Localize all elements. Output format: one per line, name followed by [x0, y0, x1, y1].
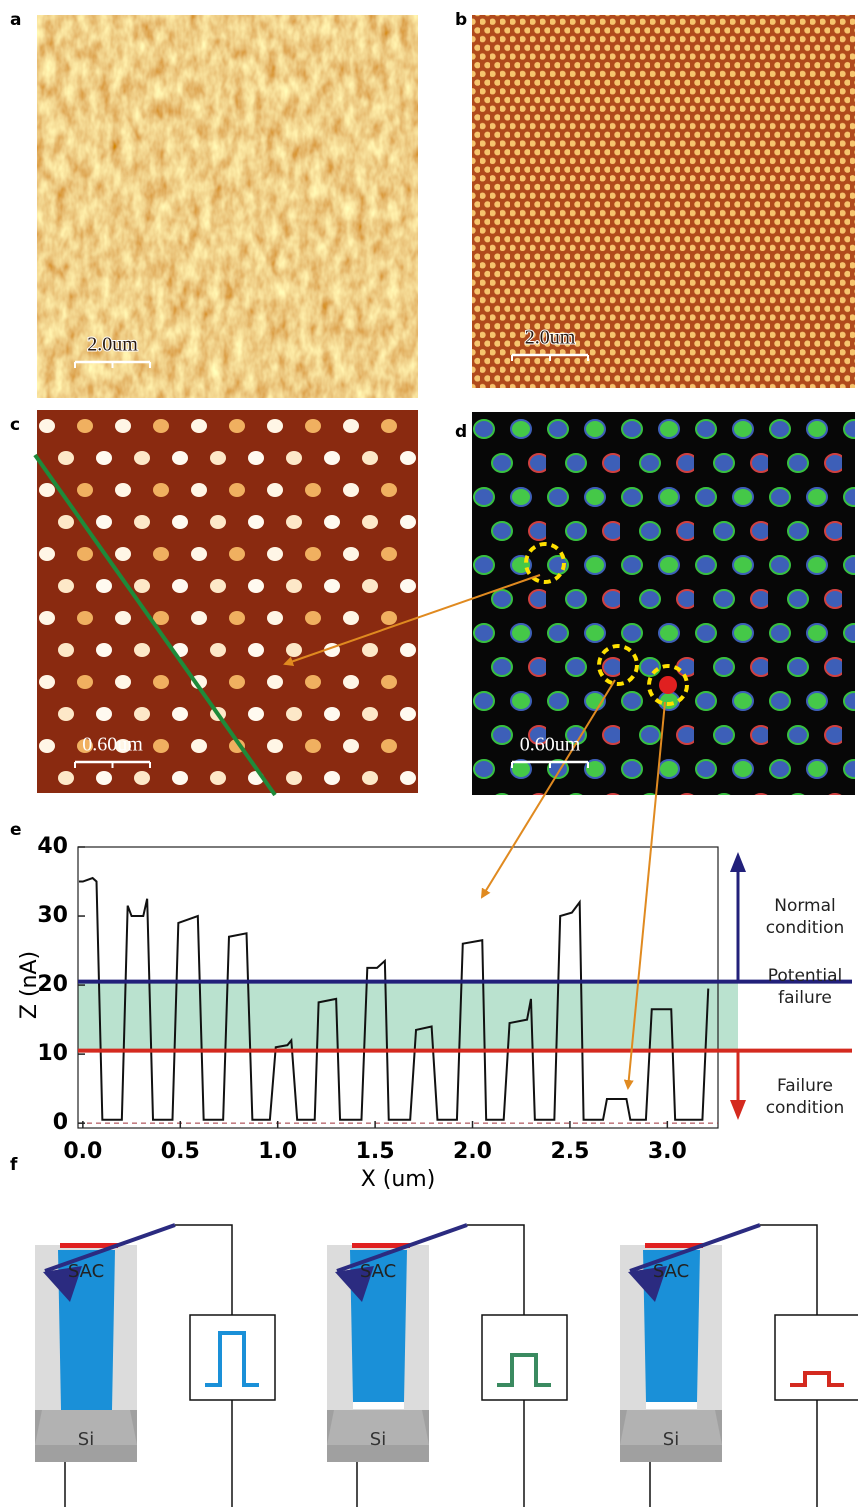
x-tick-label: 2.5 [550, 1139, 589, 1164]
x-tick-label: 0.0 [63, 1139, 102, 1164]
pulse-box [190, 1315, 275, 1400]
pulse-box [482, 1315, 567, 1400]
panel-label: b [455, 10, 467, 30]
circuit-diagrams: SAC Si SAC Si SAC Si [35, 1225, 858, 1507]
scale-label: 2.0um [525, 327, 576, 349]
x-tick-label: 1.0 [258, 1139, 297, 1164]
circuit-cell: SAC Si [327, 1225, 567, 1507]
condition-label: Potential failure [750, 965, 858, 1009]
condition-label: Failure condition [750, 1075, 858, 1119]
panel-label: c [10, 415, 20, 435]
page: {"panels": {"labels": ["a", "b", "c", "d… [0, 0, 858, 1507]
y-tick-label: 30 [37, 903, 68, 928]
void-gap [646, 1402, 697, 1409]
x-tick-label: 0.5 [161, 1139, 200, 1164]
y-tick-label: 0 [53, 1110, 68, 1135]
x-axis-label: X (um) [361, 1167, 436, 1192]
si-label: Si [78, 1429, 94, 1450]
up-arrowhead [730, 852, 746, 872]
sac-label: SAC [360, 1261, 396, 1282]
sac-label: SAC [68, 1261, 104, 1282]
x-tick-label: 2.0 [453, 1139, 492, 1164]
scale-label: 2.0um [87, 334, 138, 356]
circuit-cell: SAC Si [620, 1225, 858, 1507]
y-tick-label: 10 [37, 1041, 68, 1066]
void-gap [353, 1402, 404, 1409]
condition-label: Normal condition [750, 895, 858, 939]
y-tick-label: 40 [37, 834, 68, 859]
panel-label: a [10, 10, 21, 30]
scale-label: 0.60um [520, 734, 581, 756]
panel-label: d [455, 422, 467, 442]
si-label: Si [370, 1429, 386, 1450]
pulse-box [775, 1315, 858, 1400]
failed-dot [659, 676, 677, 694]
scale-label: 0.60um [82, 734, 143, 756]
x-tick-label: 1.5 [356, 1139, 395, 1164]
y-axis-label: Z (nA) [17, 951, 42, 1019]
circuit-cell: SAC Si [35, 1225, 275, 1507]
panel-label: f [10, 1155, 18, 1175]
x-tick-label: 3.0 [648, 1139, 687, 1164]
panel-label: e [10, 820, 22, 840]
sac-label: SAC [653, 1261, 689, 1282]
si-label: Si [663, 1429, 679, 1450]
figure: 0102030400.00.51.01.52.02.53.0X (um)Z (n… [0, 0, 858, 1507]
down-arrowhead [730, 1100, 746, 1120]
